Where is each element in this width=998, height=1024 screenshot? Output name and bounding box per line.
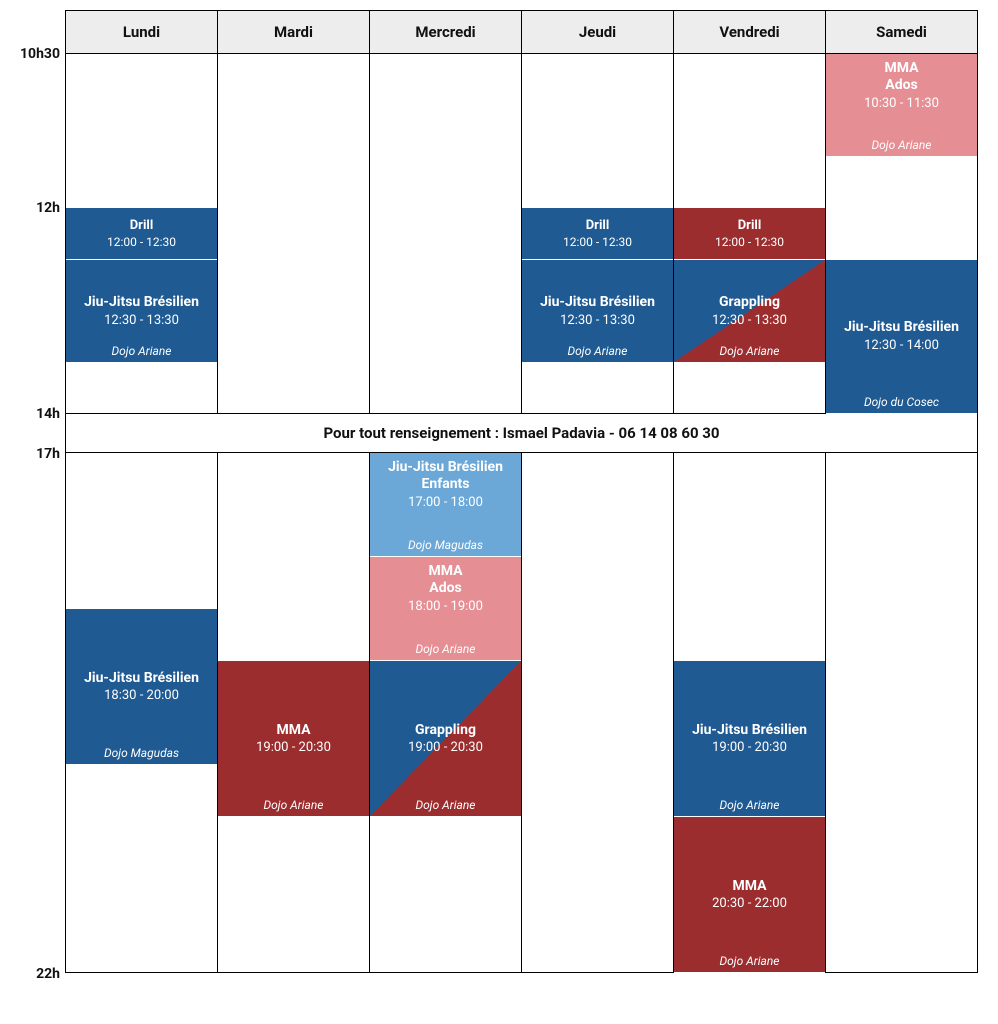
header-day-4: Vendredi — [674, 11, 826, 54]
event: MMA19:00 - 20:30 Dojo Ariane — [218, 661, 369, 817]
event-title: MMA — [220, 722, 367, 739]
event: MMAAdos 10:30 - 11:30 Dojo Ariane — [826, 54, 977, 157]
event-location: Dojo Ariane — [674, 798, 825, 812]
day-col-lower-3 — [522, 453, 674, 973]
event-time: 12:00 - 12:30 — [524, 235, 671, 249]
event-title: Grappling — [372, 722, 519, 739]
event-location: Dojo Ariane — [522, 344, 673, 358]
day-col-lower-2: Jiu-Jitsu Brésilien Enfants 17:00 - 18:00… — [370, 453, 522, 973]
day-col-upper-4: Drill12:00 - 12:30 Grappling 12:30 - 13:30… — [674, 54, 826, 414]
event: MMAAdos 18:00 - 19:00 Dojo Ariane — [370, 557, 521, 661]
event: MMA20:30 - 22:00 Dojo Ariane — [674, 817, 825, 973]
event-time: 19:00 - 20:30 — [220, 740, 367, 755]
event-time: 20:30 - 22:00 — [676, 896, 823, 911]
event: Jiu-Jitsu Brésilien19:00 - 20:30 Dojo Ari… — [674, 661, 825, 817]
time-label: 10h30 — [10, 46, 60, 62]
time-label: 22h — [10, 966, 60, 982]
event-title: Jiu-Jitsu Brésilien Enfants — [372, 459, 519, 493]
schedule: LundiMardiMercrediJeudiVendrediSamedi Dr… — [65, 10, 978, 973]
event-title: Jiu-Jitsu Brésilien — [68, 294, 215, 311]
event-location: Dojo du Cosec — [826, 395, 977, 409]
event-location: Dojo Ariane — [674, 344, 825, 358]
event: Jiu-Jitsu Brésilien 12:30 - 13:30 Dojo Ari… — [522, 260, 673, 363]
event-location: Dojo Magudas — [370, 538, 521, 552]
event-time: 19:00 - 20:30 — [676, 740, 823, 755]
day-col-upper-5: MMAAdos 10:30 - 11:30 Dojo Ariane Jiu-Jitsu… — [826, 54, 978, 414]
event: Jiu-Jitsu Brésilien Enfants 17:00 - 18:00… — [370, 453, 521, 557]
event: Jiu-Jitsu Brésilien18:30 - 20:00 Dojo Mag… — [66, 609, 217, 765]
event-location: Dojo Ariane — [218, 798, 369, 812]
day-col-lower-4: Jiu-Jitsu Brésilien19:00 - 20:30 Dojo Ari… — [674, 453, 826, 973]
event-title: Drill — [676, 218, 823, 234]
event-title: Jiu-Jitsu Brésilien — [676, 722, 823, 739]
header-day-3: Jeudi — [522, 11, 674, 54]
event-title: MMAAdos — [372, 563, 519, 597]
event-time: 18:30 - 20:00 — [68, 688, 215, 703]
event-title: Drill — [68, 218, 215, 234]
header-day-5: Samedi — [826, 11, 978, 54]
event-time: 12:30 - 13:30 — [676, 313, 823, 328]
event-title: Drill — [524, 218, 671, 234]
event-time: 12:30 - 13:30 — [524, 313, 671, 328]
event-time: 12:00 - 12:30 — [68, 235, 215, 249]
event-title: Jiu-Jitsu Brésilien — [524, 294, 671, 311]
day-col-lower-1: MMA19:00 - 20:30 Dojo Ariane — [218, 453, 370, 973]
header-row: LundiMardiMercrediJeudiVendrediSamedi — [65, 10, 978, 54]
event-title: Jiu-Jitsu Brésilien — [68, 670, 215, 687]
lower-block: Jiu-Jitsu Brésilien18:30 - 20:00Dojo Mag… — [65, 453, 978, 973]
event-time: 12:00 - 12:30 — [676, 235, 823, 249]
day-col-upper-2 — [370, 54, 522, 414]
event-title: Jiu-Jitsu Brésilien — [828, 319, 975, 336]
time-label: 14h — [10, 406, 60, 422]
time-label: 12h — [10, 200, 60, 216]
event: Grappling 12:30 - 13:30 Dojo Ariane — [674, 260, 825, 363]
event: Jiu-Jitsu Brésilien 12:30 - 13:30 Dojo Ari… — [66, 260, 217, 363]
event-title: MMAAdos — [828, 60, 975, 94]
event: Grappling19:00 - 20:30 Dojo Ariane — [370, 661, 521, 817]
event-time: 10:30 - 11:30 — [828, 96, 975, 111]
event-location: Dojo Ariane — [66, 344, 217, 358]
day-col-upper-0: Drill12:00 - 12:30 Jiu-Jitsu Brésilien 12:… — [66, 54, 218, 414]
event-time: 12:30 - 13:30 — [68, 313, 215, 328]
header-day-0: Lundi — [66, 11, 218, 54]
upper-block: Drill12:00 - 12:30Jiu-Jitsu Brésilien12:… — [65, 54, 978, 414]
header-day-1: Mardi — [218, 11, 370, 54]
event: Drill12:00 - 12:30 — [522, 208, 673, 259]
event-time: 19:00 - 20:30 — [372, 740, 519, 755]
event-location: Dojo Ariane — [826, 138, 977, 152]
event-time: 18:00 - 19:00 — [372, 599, 519, 614]
day-col-lower-0: Jiu-Jitsu Brésilien18:30 - 20:00 Dojo Mag… — [66, 453, 218, 973]
event-time: 17:00 - 18:00 — [372, 495, 519, 510]
event-location: Dojo Magudas — [66, 746, 217, 760]
event-title: MMA — [676, 878, 823, 895]
event-time: 12:30 - 14:00 — [828, 338, 975, 353]
event-location: Dojo Ariane — [370, 798, 521, 812]
day-col-upper-3: Drill12:00 - 12:30 Jiu-Jitsu Brésilien 12:… — [522, 54, 674, 414]
header-day-2: Mercredi — [370, 11, 522, 54]
event-location: Dojo Ariane — [370, 642, 521, 656]
info-band: Pour tout renseignement : Ismael Padavia… — [65, 414, 978, 453]
event: Jiu-Jitsu Brésilien 12:30 - 14:00 Dojo du … — [826, 260, 977, 414]
event: Drill12:00 - 12:30 — [674, 208, 825, 259]
day-col-lower-5 — [826, 453, 978, 973]
event-title: Grappling — [676, 294, 823, 311]
event: Drill12:00 - 12:30 — [66, 208, 217, 259]
time-label: 17h — [10, 446, 60, 462]
day-col-upper-1 — [218, 54, 370, 414]
event-location: Dojo Ariane — [674, 954, 825, 968]
